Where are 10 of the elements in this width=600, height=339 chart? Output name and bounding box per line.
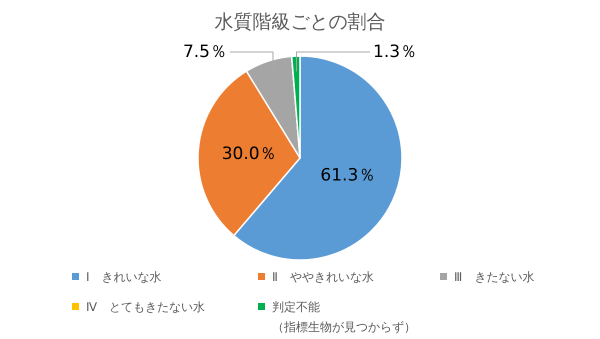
chart-title: 水質階級ごとの割合: [214, 11, 386, 33]
legend-label: Ⅰ きれいな水: [86, 270, 162, 284]
legend-label: Ⅱ ややきれいな水: [272, 270, 374, 284]
legend-label: Ⅳ とてもきたない水: [86, 300, 206, 314]
data-label: 61.3％: [320, 166, 376, 186]
legend-label: 判定不能（指標生物が見つからず）: [272, 300, 416, 334]
data-label: 7.5％: [182, 42, 227, 62]
legend-label: Ⅲ きたない水: [454, 270, 534, 284]
data-label: 1.3％: [373, 42, 418, 62]
data-label: 30.0％: [222, 144, 277, 164]
